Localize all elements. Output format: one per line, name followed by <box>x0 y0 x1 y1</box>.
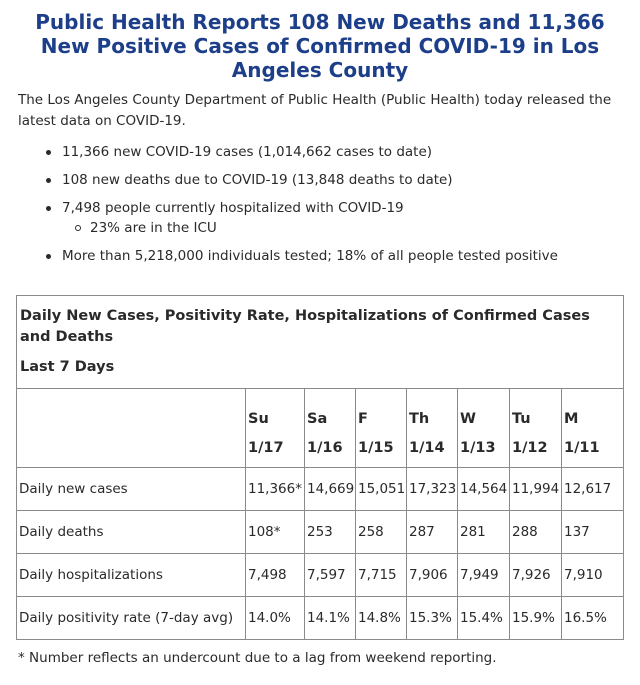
list-item-text: 7,498 people currently hospitalized with… <box>62 200 404 216</box>
header-day: Tu <box>512 411 531 427</box>
summary-list: 11,366 new COVID-19 cases (1,014,662 cas… <box>0 142 640 266</box>
header-cell: Sa 1/16 <box>304 388 356 468</box>
table-caption-cell: Daily New Cases, Positivity Rate, Hospit… <box>15 295 625 389</box>
list-item-text: 11,366 new COVID-19 cases (1,014,662 cas… <box>62 144 433 160</box>
table-cell: 7,715 <box>355 553 407 597</box>
table-cell: 258 <box>355 510 407 554</box>
table-cell: 288 <box>509 510 562 554</box>
table-caption: Daily New Cases, Positivity Rate, Hospit… <box>20 308 590 345</box>
header-day: Th <box>409 411 430 427</box>
table-cell: 7,949 <box>457 553 510 597</box>
header-blank-cell <box>16 388 246 468</box>
table-subcaption: Last 7 Days <box>20 359 115 375</box>
list-item-hospitalized: 7,498 people currently hospitalized with… <box>46 198 640 238</box>
header-cell: W 1/13 <box>457 388 510 468</box>
header-day: Su <box>248 411 269 427</box>
header-date: 1/13 <box>460 440 496 456</box>
table-cell: 14,564 <box>457 467 510 511</box>
list-item-new-cases: 11,366 new COVID-19 cases (1,014,662 cas… <box>46 142 640 162</box>
table-cell: 14,669 <box>304 467 356 511</box>
table-cell: 14.1% <box>304 596 356 640</box>
footnote: * Number reflects an undercount due to a… <box>18 650 497 666</box>
table-cell: 7,910 <box>560 553 625 597</box>
row-label: Daily positivity rate (7-day avg) <box>16 596 246 640</box>
table-cell: 11,994 <box>509 467 562 511</box>
table-cell: 15.9% <box>509 596 562 640</box>
table-cell: 11,366* <box>245 467 305 511</box>
header-cell: Tu 1/12 <box>509 388 562 468</box>
header-date: 1/17 <box>248 440 284 456</box>
table-row-daily-deaths: Daily deaths 108* 253 258 287 281 288 13… <box>16 510 625 554</box>
header-date: 1/14 <box>409 440 445 456</box>
table-cell: 7,597 <box>304 553 356 597</box>
intro-paragraph: The Los Angeles County Department of Pub… <box>18 92 612 129</box>
table-cell: 281 <box>457 510 510 554</box>
header-day: F <box>358 411 368 427</box>
header-day: Sa <box>307 411 328 427</box>
header-date: 1/15 <box>358 440 394 456</box>
table-cell: 253 <box>304 510 356 554</box>
header-date: 1/12 <box>512 440 548 456</box>
table-row-daily-positivity-rate: Daily positivity rate (7-day avg) 14.0% … <box>16 596 625 640</box>
row-label: Daily hospitalizations <box>16 553 246 597</box>
row-label: Daily new cases <box>16 467 246 511</box>
header-date: 1/11 <box>564 440 600 456</box>
data-table: Daily New Cases, Positivity Rate, Hospit… <box>15 295 625 640</box>
table-cell: 137 <box>560 510 625 554</box>
sub-list: 23% are in the ICU <box>62 218 640 238</box>
header-day: W <box>460 411 476 427</box>
table-cell: 15.3% <box>406 596 458 640</box>
table-cell: 15.4% <box>457 596 510 640</box>
table-cell: 7,906 <box>406 553 458 597</box>
table-row-daily-hospitalizations: Daily hospitalizations 7,498 7,597 7,715… <box>16 553 625 597</box>
header-cell: F 1/15 <box>355 388 407 468</box>
header-date: 1/16 <box>307 440 343 456</box>
table-cell: 14.8% <box>355 596 407 640</box>
sub-list-item-icu: 23% are in the ICU <box>75 218 640 238</box>
table-cell: 14.0% <box>245 596 305 640</box>
list-item-text: 108 new deaths due to COVID-19 (13,848 d… <box>62 172 453 188</box>
list-item-text: More than 5,218,000 individuals tested; … <box>62 248 558 264</box>
header-day: M <box>564 411 579 427</box>
data-table-container: Daily New Cases, Positivity Rate, Hospit… <box>15 295 625 640</box>
header-cell: M 1/11 <box>560 388 625 468</box>
table-cell: 7,926 <box>509 553 562 597</box>
table-cell: 16.5% <box>560 596 625 640</box>
table-row-daily-new-cases: Daily new cases 11,366* 14,669 15,051 17… <box>16 467 625 511</box>
table-cell: 15,051 <box>355 467 407 511</box>
page-title: Public Health Reports 108 New Deaths and… <box>35 10 605 82</box>
header-cell: Th 1/14 <box>406 388 458 468</box>
table-header-row: Su 1/17 Sa 1/16 F 1/15 Th 1/14 W 1/13 Tu 1/12 … <box>16 388 625 468</box>
header-cell: Su 1/17 <box>245 388 305 468</box>
table-cell: 17,323 <box>406 467 458 511</box>
row-label: Daily deaths <box>16 510 246 554</box>
list-item-tested: More than 5,218,000 individuals tested; … <box>46 246 640 266</box>
table-cell: 12,617 <box>560 467 625 511</box>
table-cell: 7,498 <box>245 553 305 597</box>
list-item-new-deaths: 108 new deaths due to COVID-19 (13,848 d… <box>46 170 640 190</box>
table-cell: 108* <box>245 510 305 554</box>
table-cell: 287 <box>406 510 458 554</box>
